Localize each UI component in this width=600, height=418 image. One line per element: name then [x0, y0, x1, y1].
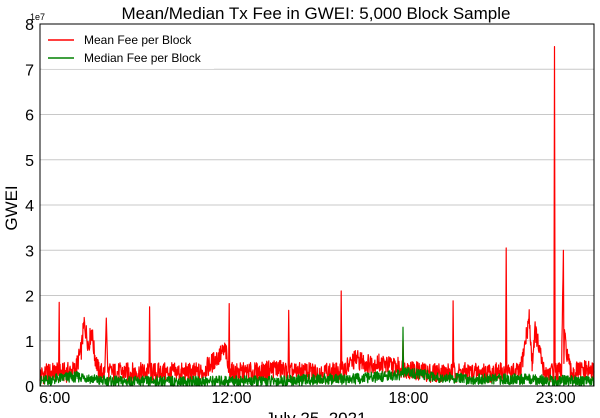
y-scale-label: 1e7: [30, 12, 45, 22]
legend-box: [42, 27, 214, 69]
grid-lines: [40, 68, 594, 342]
y-tick-label: 5: [25, 153, 34, 170]
tick-labels: 0 1 2 3 4 5 6 7 8 6:00 12:00 18:00 23:00: [25, 17, 576, 407]
y-tick-label: 3: [25, 243, 34, 260]
plot-frame: [39, 23, 595, 387]
chart-title: Mean/Median Tx Fee in GWEI: 5,000 Block …: [122, 4, 511, 23]
series-lines: [39, 46, 595, 387]
y-tick-label: 0: [25, 379, 34, 396]
x-tick-label: 18:00: [388, 390, 428, 407]
legend-label-median-fee: Median Fee per Block: [84, 51, 202, 65]
x-tick-label: 23:00: [536, 390, 576, 407]
y-tick-label: 6: [25, 108, 34, 125]
y-tick-label: 8: [25, 17, 34, 34]
y-tick-label: 4: [25, 198, 34, 215]
x-tick-label: 6:00: [39, 390, 70, 407]
x-tick-label: 12:00: [212, 390, 252, 407]
y-axis-label: GWEI: [2, 185, 21, 230]
legend-label-mean-fee: Mean Fee per Block: [84, 33, 192, 47]
y-tick-label: 7: [25, 62, 34, 79]
y-tick-label: 2: [25, 289, 34, 306]
series-line-median-fee: [39, 326, 595, 387]
legend: Mean Fee per Block Median Fee per Block: [42, 27, 214, 69]
series-line-mean-fee: [39, 46, 595, 385]
x-axis-label: July 25, 2021: [265, 409, 366, 418]
y-tick-label: 1: [25, 334, 34, 351]
